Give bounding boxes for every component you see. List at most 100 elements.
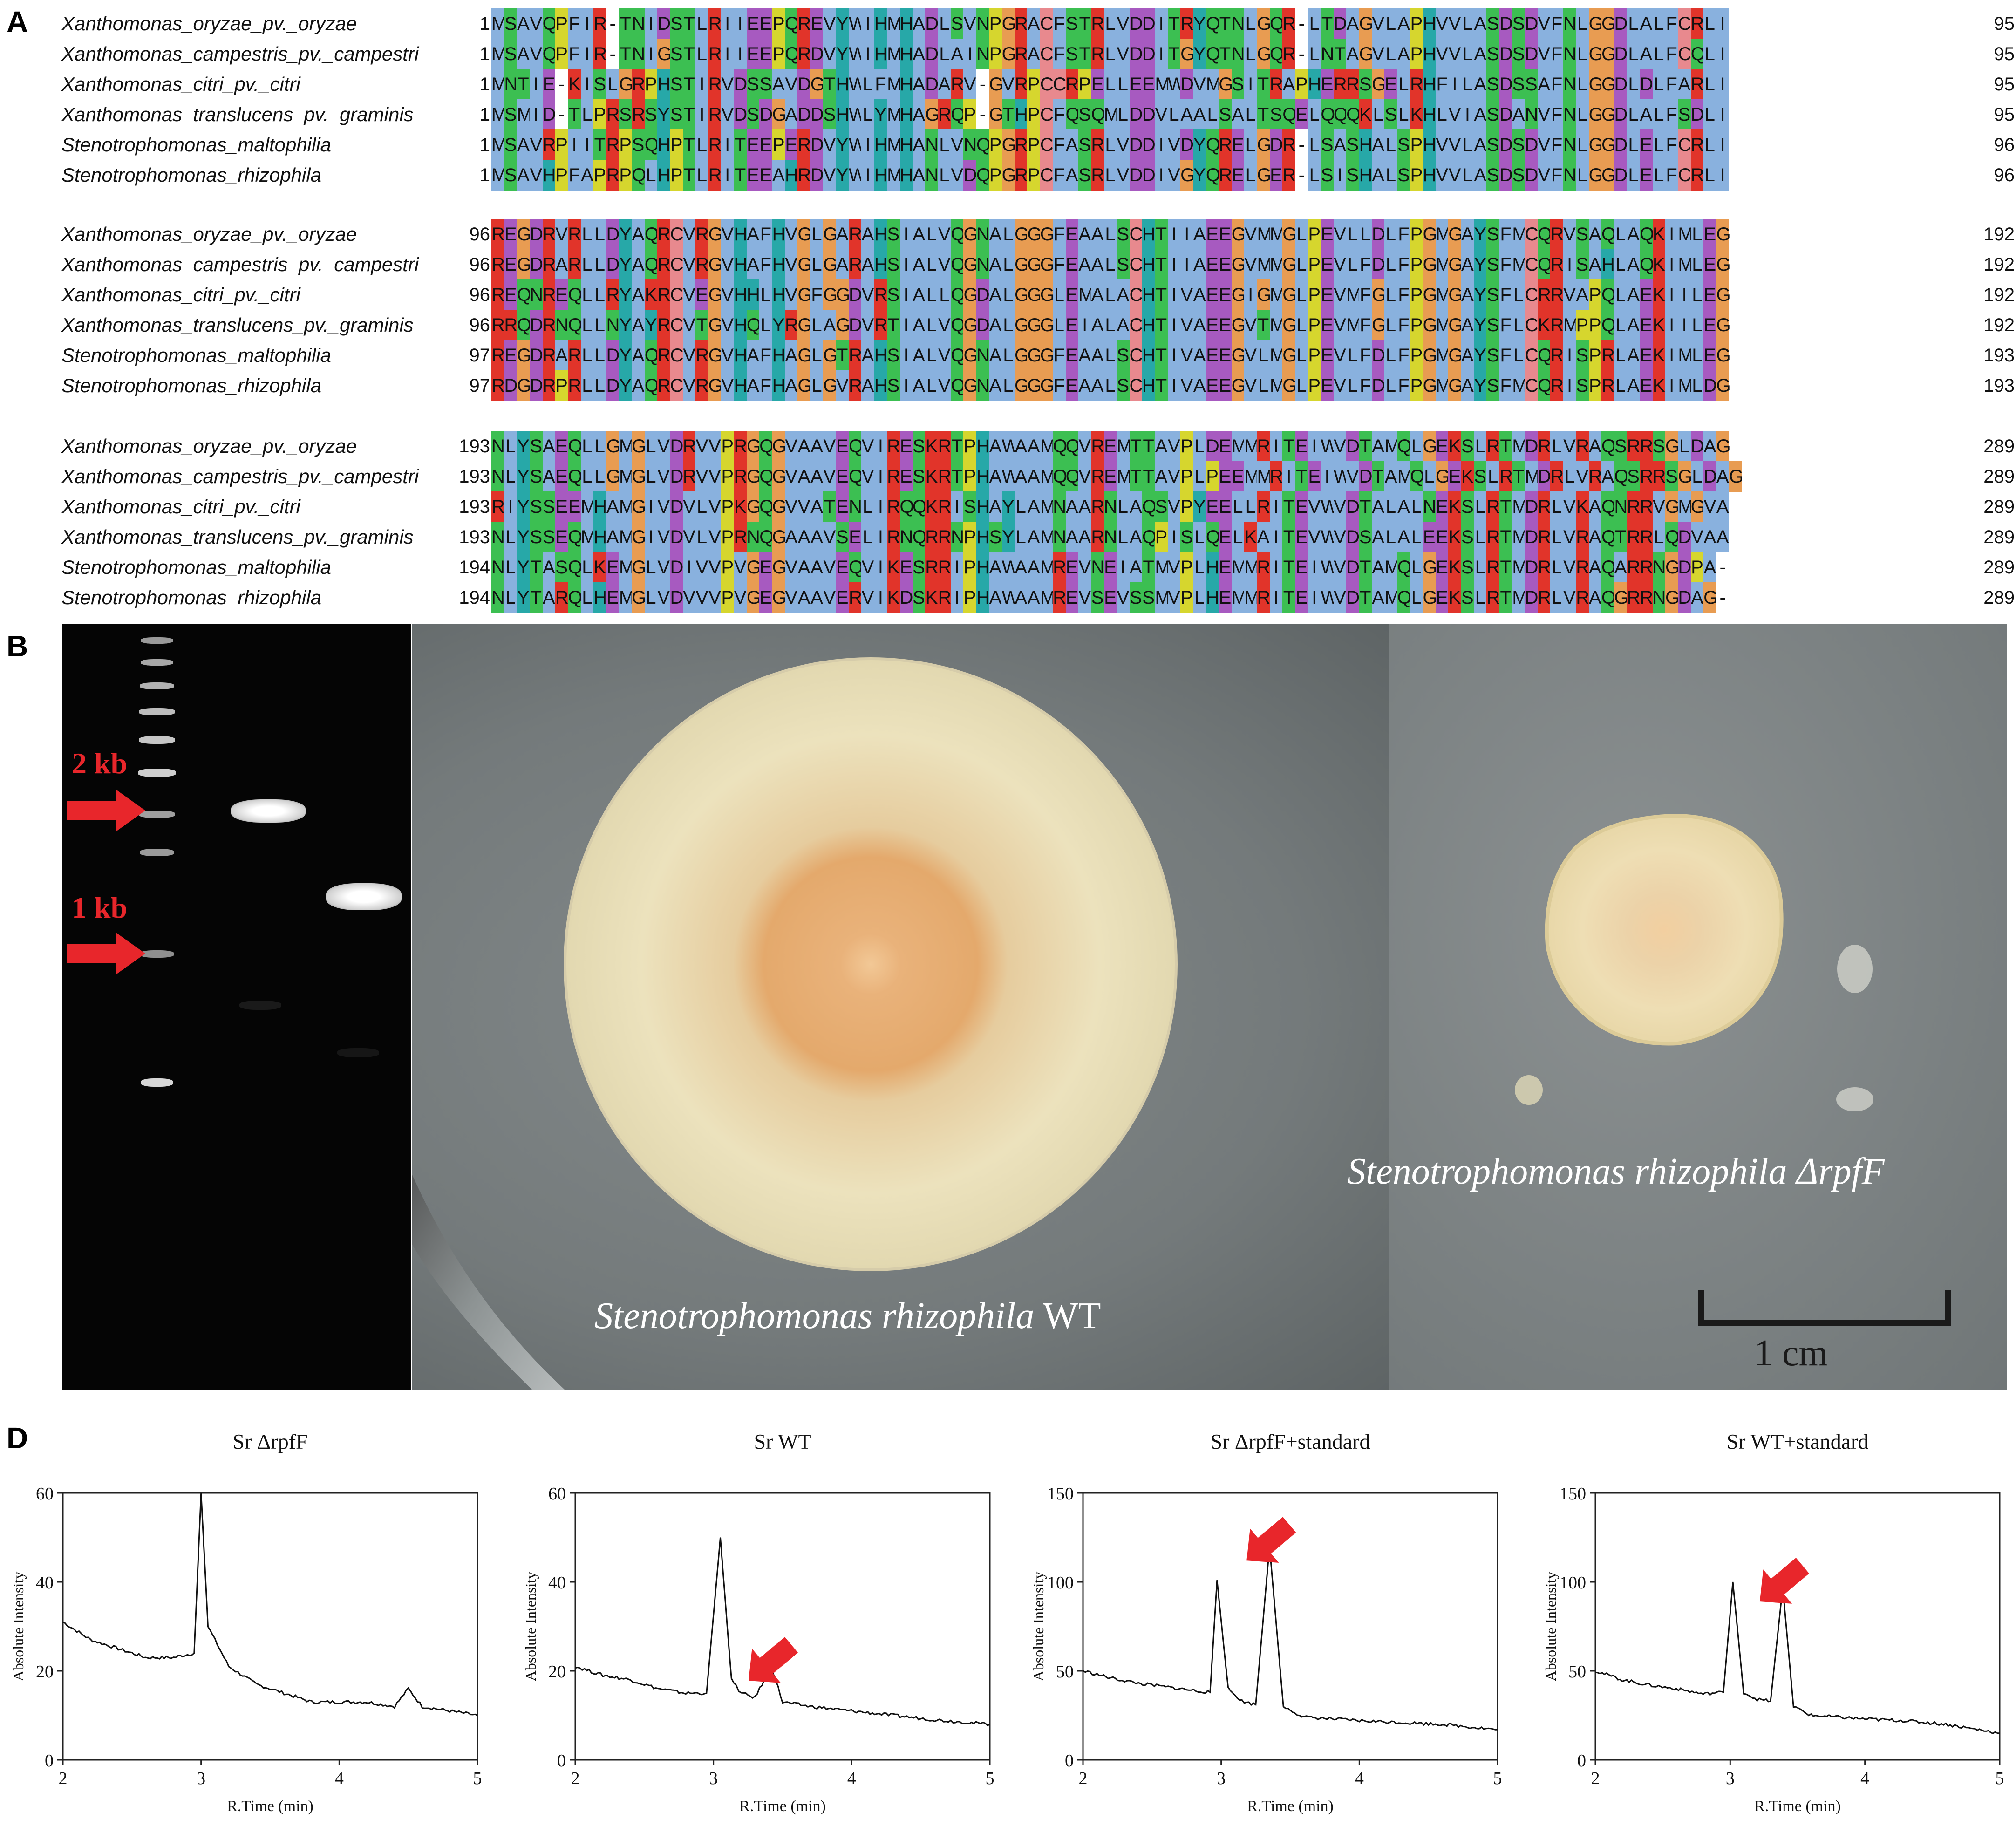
residue: V xyxy=(1193,69,1206,100)
residue: M xyxy=(1040,552,1056,583)
residue: G xyxy=(1601,69,1616,100)
residue: L xyxy=(938,279,951,310)
residue: G xyxy=(1015,219,1029,250)
residue: D xyxy=(1525,431,1539,462)
residue: G xyxy=(1257,279,1272,310)
residue: R xyxy=(657,249,671,280)
residue: R xyxy=(1640,491,1653,522)
residue: H xyxy=(976,522,990,552)
residue: A xyxy=(542,461,555,492)
residue: E xyxy=(1435,491,1449,522)
residue: Y xyxy=(836,39,849,69)
residue: G xyxy=(1040,249,1055,280)
residue: A xyxy=(1333,129,1347,160)
residue: I xyxy=(899,279,913,310)
residue: R xyxy=(887,461,900,492)
residue: Q xyxy=(1601,431,1616,462)
residue: S xyxy=(1117,370,1130,401)
residue: L xyxy=(1397,99,1410,130)
residue: R xyxy=(1257,431,1270,462)
residue: N xyxy=(925,160,939,191)
residue: A xyxy=(836,219,849,250)
residue: L xyxy=(593,249,606,280)
plot-frame xyxy=(62,1492,478,1761)
residue: G xyxy=(1423,582,1437,613)
x-tick-label: 5 xyxy=(1493,1769,1502,1788)
residue: V xyxy=(1308,491,1321,522)
position-end: 193 xyxy=(1983,345,2015,366)
residue: R xyxy=(1627,491,1641,522)
residue: A xyxy=(810,582,824,613)
residue: H xyxy=(734,279,747,310)
residue: S xyxy=(1576,219,1589,250)
residue: G xyxy=(772,491,787,522)
residue: A xyxy=(1193,310,1206,341)
species-name: Stenotrophomonas_maltophilia xyxy=(61,134,332,156)
residue: H xyxy=(772,249,785,280)
residue: V xyxy=(1333,279,1347,310)
residue: L xyxy=(1550,491,1563,522)
residue: A xyxy=(912,310,926,341)
residue: A xyxy=(1015,431,1028,462)
residue: R xyxy=(1690,129,1704,160)
residue: N xyxy=(976,39,990,69)
residue: G xyxy=(1588,8,1603,39)
residue: T xyxy=(836,340,849,371)
residue: R xyxy=(1015,129,1028,160)
y-tick-label: 0 xyxy=(1065,1751,1074,1771)
residue: Y xyxy=(836,8,849,39)
residue: V xyxy=(682,370,696,401)
residue: K xyxy=(1244,522,1257,552)
residue: K xyxy=(734,491,747,522)
residue: Q xyxy=(1397,431,1412,462)
residue: G xyxy=(1371,69,1386,100)
residue: F xyxy=(1665,129,1678,160)
y-tick-label: 150 xyxy=(1047,1484,1074,1504)
residue: K xyxy=(644,279,658,310)
residue: L xyxy=(810,219,824,250)
residue: R xyxy=(682,431,696,462)
residue: P xyxy=(1410,219,1423,250)
residue: S xyxy=(1129,582,1142,613)
residue: I xyxy=(1167,249,1181,280)
residue: L xyxy=(1295,340,1308,371)
residue: R xyxy=(1627,522,1641,552)
residue: A xyxy=(861,219,874,250)
residue: V xyxy=(1167,552,1181,583)
residue: V xyxy=(682,219,696,250)
residue: I xyxy=(1665,370,1678,401)
residue: S xyxy=(632,129,645,160)
residue: V xyxy=(721,99,734,130)
residue: L xyxy=(1461,160,1474,191)
residue: V xyxy=(1244,249,1257,280)
residue: R xyxy=(1538,431,1551,462)
residue: R xyxy=(682,461,696,492)
residue: L xyxy=(861,491,874,522)
residue: T xyxy=(682,8,696,39)
residue: A xyxy=(1078,522,1091,552)
residue: K xyxy=(925,491,938,522)
ladder-band xyxy=(140,849,174,856)
residue: T xyxy=(951,461,964,492)
residue: I xyxy=(1665,310,1678,341)
residue: D xyxy=(1499,39,1513,69)
residue: L xyxy=(504,461,517,492)
residue: S xyxy=(759,69,772,100)
residue: K xyxy=(925,431,938,462)
residue: Q xyxy=(1053,461,1067,492)
residue: M xyxy=(1512,582,1528,613)
residue: E xyxy=(504,340,517,371)
residue: A xyxy=(1512,99,1525,130)
residue: G xyxy=(1588,129,1603,160)
residue: L xyxy=(925,249,938,280)
residue: D xyxy=(1142,8,1156,39)
residue: V xyxy=(1167,129,1181,160)
residue: I xyxy=(861,129,874,160)
residue: V xyxy=(1435,129,1449,160)
residue: G xyxy=(1257,129,1272,160)
residue: V xyxy=(823,160,836,191)
residue: - xyxy=(555,99,568,130)
residue: D xyxy=(1640,69,1653,100)
residue: G xyxy=(1027,219,1042,250)
